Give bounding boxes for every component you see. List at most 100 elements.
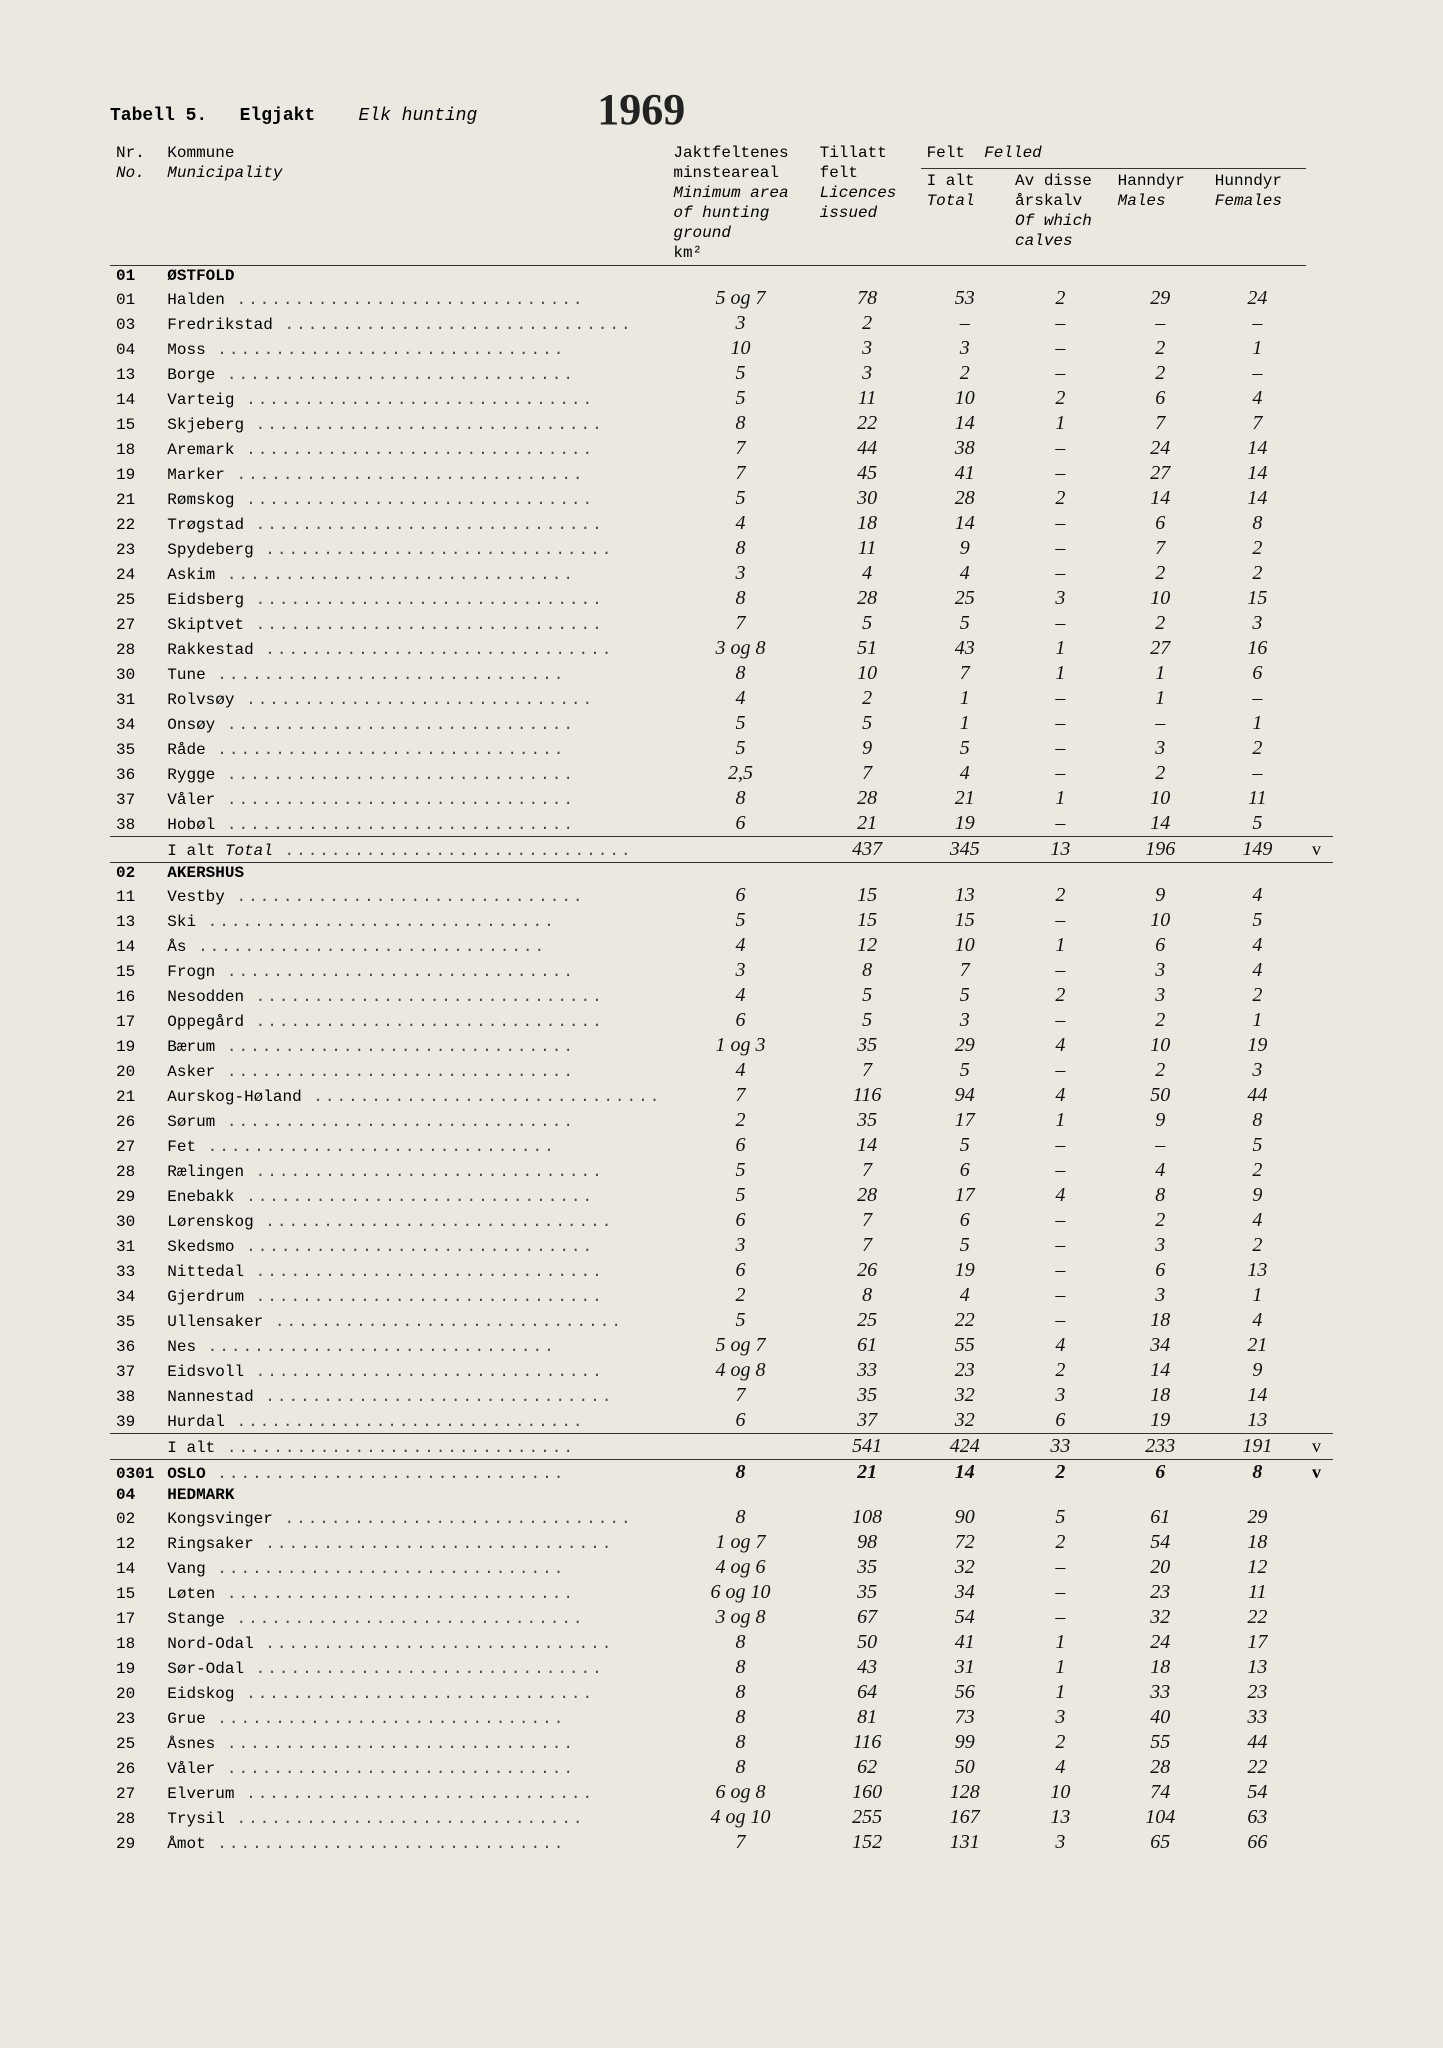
cell-lic: 51 [814,636,921,661]
cell-min: 3 og 8 [667,1605,813,1630]
cell-lic: 116 [814,1083,921,1108]
col-header-females: Hunndyr Females [1209,169,1306,266]
table-row: 25Åsnes81169925544 [110,1730,1333,1755]
cell-lic: 7 [814,1058,921,1083]
cell-m: 18 [1112,1383,1209,1408]
cell-tot: 4 [921,761,1009,786]
table-row: 28Trysil4 og 102551671310463 [110,1805,1333,1830]
cell-tot: 50 [921,1755,1009,1780]
cell-m: 61 [1112,1505,1209,1530]
cell-name: Løten [161,1580,667,1605]
cell-name: Frogn [161,958,667,983]
cell-cal: – [1009,811,1112,837]
cell-name: Nittedal [161,1258,667,1283]
cell-name: Hobøl [161,811,667,837]
cell-f: 29 [1209,1505,1306,1530]
cell-m: 33 [1112,1680,1209,1705]
cell-tot: 5 [921,736,1009,761]
cell-lic: 22 [814,411,921,436]
cell-f: – [1209,761,1306,786]
cell-f: 2 [1209,736,1306,761]
cell-nr: 34 [110,711,161,736]
cell-lic: 160 [814,1780,921,1805]
cell-nr: 14 [110,933,161,958]
cell-lic: 3 [814,361,921,386]
table-row: 04Moss1033–21 [110,336,1333,361]
cell-m: 2 [1112,561,1209,586]
cell-cal: 4 [1009,1083,1112,1108]
cell-tot: 5 [921,1233,1009,1258]
cell-m: 27 [1112,461,1209,486]
cell-mark [1306,1730,1333,1755]
cell-lic: 5 [814,611,921,636]
cell-min: 6 [667,1258,813,1283]
cell-cal: 1 [1009,411,1112,436]
cell-f: 24 [1209,286,1306,311]
cell-f: 14 [1209,436,1306,461]
cell-m: 2 [1112,1008,1209,1033]
cell-f: 8 [1209,511,1306,536]
table-row: 21Rømskog5302821414 [110,486,1333,511]
cell-tot: 5 [921,1133,1009,1158]
cell-min: 1 og 3 [667,1033,813,1058]
cell-name: Sørum [161,1108,667,1133]
cell-f: 7 [1209,411,1306,436]
table-row: 36Rygge2,574–2– [110,761,1333,786]
table-row: 19Bærum1 og 3352941019 [110,1033,1333,1058]
cell-tot: 167 [921,1805,1009,1830]
cell-tot: 73 [921,1705,1009,1730]
cell-cal: – [1009,1308,1112,1333]
cell-f: 4 [1209,883,1306,908]
cell-f: 33 [1209,1705,1306,1730]
cell-mark [1306,1358,1333,1383]
cell-name: Nesodden [161,983,667,1008]
cell-lic: 11 [814,386,921,411]
cell-name: Nes [161,1333,667,1358]
table-header: Nr. No. Kommune Municipality Jaktfeltene… [110,141,1333,266]
cell-min: 8 [667,1460,813,1486]
cell-min: 6 [667,811,813,837]
table-row: 15Frogn387–34 [110,958,1333,983]
table-row: 30Lørenskog676–24 [110,1208,1333,1233]
table-row: 26Våler8625042822 [110,1755,1333,1780]
cell-m: 104 [1112,1805,1209,1830]
table-row: 16Nesodden455232 [110,983,1333,1008]
cell-f: 18 [1209,1530,1306,1555]
cell-cal: – [1009,511,1112,536]
cell-m: 3 [1112,1283,1209,1308]
cell-name: Ringsaker [161,1530,667,1555]
cell-min: 6 [667,883,813,908]
cell-f: 2 [1209,1233,1306,1258]
cell-min: 7 [667,436,813,461]
cell-cal: – [1009,958,1112,983]
cell-m: 10 [1112,786,1209,811]
cell-lic: 25 [814,1308,921,1333]
cell-mark [1306,1233,1333,1258]
cell-tot: 56 [921,1680,1009,1705]
cell-tot: – [921,311,1009,336]
cell-name: Åsnes [161,1730,667,1755]
cell-min: 5 [667,361,813,386]
cell-cal: – [1009,1208,1112,1233]
region-name: ØSTFOLD [161,266,1333,287]
cell-min: 5 [667,1158,813,1183]
cell-f: 17 [1209,1630,1306,1655]
cell-name: Rømskog [161,486,667,511]
cell-name: Ski [161,908,667,933]
cell-lic: 35 [814,1108,921,1133]
table-row: 28Rakkestad3 og 8514312716 [110,636,1333,661]
cell-lic: 33 [814,1358,921,1383]
cell-mark [1306,436,1333,461]
table-row: 34Gjerdrum284–31 [110,1283,1333,1308]
cell-m: 23 [1112,1580,1209,1605]
cell-nr: 34 [110,1283,161,1308]
cell-name: Våler [161,786,667,811]
cell-lic: 3 [814,336,921,361]
cell-tot: 5 [921,611,1009,636]
cell-mark [1306,1083,1333,1108]
cell-m: 65 [1112,1830,1209,1855]
cell-lic: 8 [814,1283,921,1308]
table-row: 35Råde595–32 [110,736,1333,761]
cell-f: 11 [1209,1580,1306,1605]
cell-m: 9 [1112,1108,1209,1133]
